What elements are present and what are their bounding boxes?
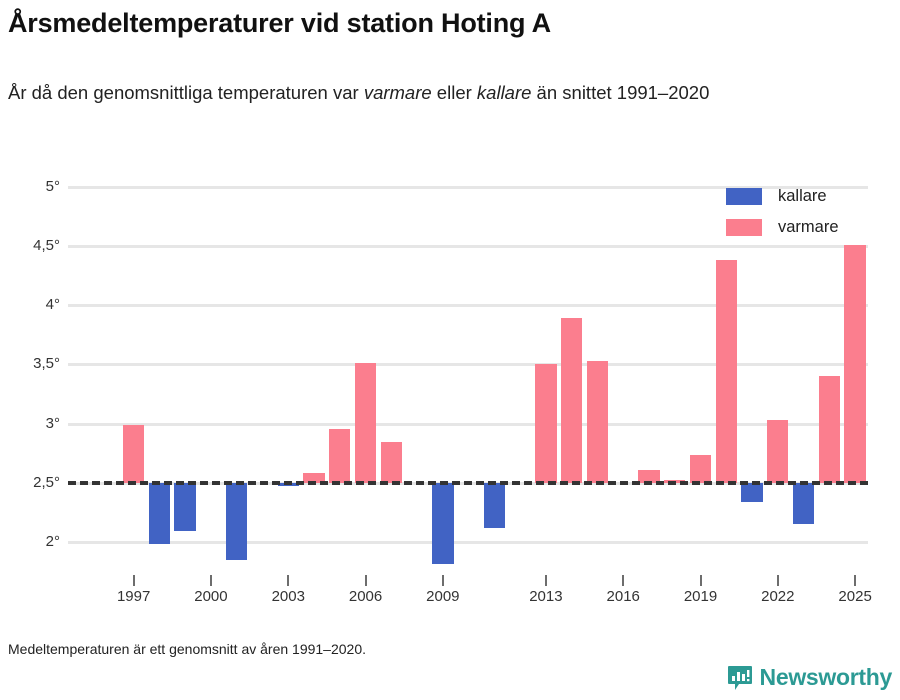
- y-axis-tick-label: 4°: [45, 296, 60, 314]
- x-axis-tick-label: 2013: [529, 588, 563, 605]
- chart-bar[interactable]: [844, 244, 866, 483]
- chart-bar[interactable]: [226, 482, 248, 560]
- chart-bar[interactable]: [638, 469, 660, 483]
- chart-bar[interactable]: [560, 318, 583, 483]
- y-axis-tick-label: 5°: [45, 177, 60, 195]
- brand-logo: Newsworthy: [727, 664, 892, 691]
- legend-item-varmare: varmare: [726, 217, 866, 237]
- x-axis-tick-mark: [776, 575, 779, 586]
- chart-bar[interactable]: [689, 455, 712, 483]
- chart-bar[interactable]: [354, 363, 377, 483]
- gridline: [68, 363, 868, 367]
- x-axis-tick-mark: [441, 575, 444, 586]
- newsworthy-bar-chart-bubble-icon: [727, 665, 753, 691]
- chart-bar[interactable]: [174, 482, 196, 532]
- x-axis-tick-label: 2022: [761, 588, 795, 605]
- chart-footnote: Medeltemperaturen är ett genomsnitt av å…: [8, 641, 367, 657]
- x-axis-tick-mark: [699, 575, 702, 586]
- y-axis-tick-label: 4,5°: [33, 237, 60, 254]
- chart-bars: [0, 175, 900, 575]
- x-axis-tick-mark: [132, 575, 135, 586]
- chart-bar[interactable]: [767, 419, 789, 483]
- chart-legend: kallare varmare: [726, 186, 866, 248]
- brand-name: Newsworthy: [759, 664, 893, 690]
- legend-label-kallare: kallare: [778, 186, 827, 205]
- chart-bar[interactable]: [329, 429, 351, 483]
- gridline: [68, 540, 868, 544]
- chart-bar[interactable]: [715, 260, 737, 483]
- chart-baseline-average: [68, 480, 868, 485]
- gridline: [68, 185, 868, 189]
- y-axis-tick-label: 3°: [45, 414, 60, 432]
- x-axis-tick-label: 2025: [838, 588, 872, 605]
- chart-bar[interactable]: [818, 376, 841, 483]
- x-axis-tick-label: 2006: [348, 588, 383, 605]
- subtitle-text-1: År då den genomsnittliga temperaturen va…: [8, 82, 364, 103]
- subtitle-text-3: än snittet 1991–2020: [531, 82, 710, 103]
- chart-bar[interactable]: [483, 482, 506, 528]
- subtitle-text-2: eller: [431, 82, 477, 103]
- x-axis-tick-mark: [364, 575, 367, 586]
- chart-plot-area: 2° 2,5° 3° 3,5° 4° 4,5° 5°: [0, 175, 900, 575]
- chart-bar[interactable]: [380, 442, 402, 483]
- gridline: [68, 245, 868, 248]
- x-axis-tick-label: 2009: [426, 588, 460, 605]
- x-axis-tick-mark: [854, 575, 857, 586]
- x-axis-tick-label: 2016: [606, 588, 640, 605]
- x-axis-tick-label: 2019: [683, 588, 718, 605]
- y-axis-tick-label: 2,5°: [33, 473, 60, 491]
- page-title: Årsmedeltemperaturer vid station Hoting …: [8, 8, 551, 38]
- subtitle-emphasis-kallare: kallare: [476, 82, 532, 103]
- chart-bar[interactable]: [535, 364, 557, 483]
- x-axis-tick-mark: [287, 575, 290, 586]
- x-axis-tick-mark: [209, 575, 212, 586]
- gridline: [68, 422, 868, 426]
- chart-x-axis: 1997 2000 2003 2006 2009 2013 2016 2019 2022 2025: [0, 575, 900, 625]
- x-axis-tick-label: 2003: [271, 588, 305, 605]
- chart-bar[interactable]: [586, 360, 609, 483]
- x-axis-tick-label: 1997: [116, 588, 151, 605]
- legend-swatch-kallare: [726, 187, 762, 205]
- x-axis-tick-label: 2000: [194, 588, 228, 605]
- subtitle-emphasis-varmare: varmare: [363, 82, 432, 103]
- legend-label-varmare: varmare: [778, 217, 839, 236]
- page-subtitle: År då den genomsnittliga temperaturen va…: [8, 78, 868, 107]
- legend-swatch-varmare: [726, 218, 762, 236]
- chart-bar[interactable]: [303, 473, 325, 483]
- x-axis-tick-mark: [622, 575, 625, 586]
- chart-bar[interactable]: [148, 482, 171, 545]
- chart-bar[interactable]: [432, 482, 454, 565]
- legend-item-kallare: kallare: [726, 186, 866, 206]
- y-axis-tick-label: 2°: [45, 532, 60, 550]
- y-axis-tick-label: 3,5°: [33, 355, 60, 373]
- chart-bar[interactable]: [122, 424, 145, 483]
- chart-bar[interactable]: [792, 482, 815, 525]
- chart-bar[interactable]: [741, 482, 763, 502]
- x-axis-tick-mark: [544, 575, 547, 586]
- gridline: [68, 304, 868, 308]
